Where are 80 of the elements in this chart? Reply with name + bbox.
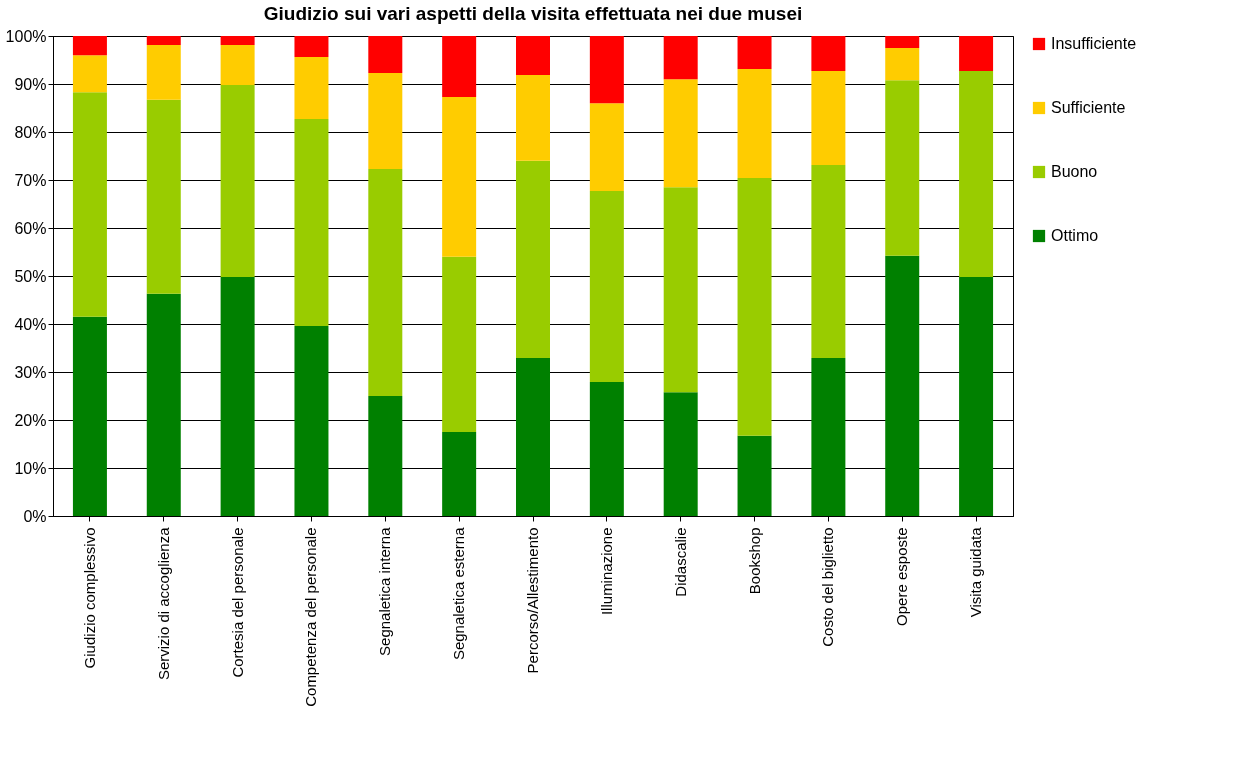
bar <box>72 316 107 516</box>
bar <box>959 276 994 516</box>
bar <box>589 36 624 104</box>
y-tick-label: 40% <box>14 315 47 333</box>
bar <box>146 99 181 294</box>
bar <box>737 435 772 516</box>
x-tick-label: Segnaletica interna <box>376 526 394 656</box>
bar <box>663 36 698 80</box>
bar <box>885 48 920 81</box>
bar <box>442 432 477 516</box>
bar <box>146 293 181 516</box>
y-tick-label: 10% <box>14 459 47 477</box>
bar <box>737 36 772 70</box>
bar <box>368 36 403 73</box>
bar <box>589 191 624 383</box>
y-tick-label: 80% <box>14 123 47 141</box>
bar <box>72 36 107 56</box>
x-tick-label: Bookshop <box>745 527 763 595</box>
bar <box>516 160 550 359</box>
x-tick-label: Visita guidata <box>967 526 985 618</box>
bar <box>663 79 698 188</box>
bar <box>146 36 181 46</box>
bar <box>885 36 920 48</box>
y-tick-label: 20% <box>14 411 47 429</box>
x-tick-label: Illuminazione <box>597 527 615 616</box>
bar <box>220 276 255 516</box>
bar <box>368 168 403 396</box>
bar <box>885 80 920 256</box>
bar <box>294 119 329 326</box>
y-tick-label: 100% <box>5 27 47 45</box>
x-tick-label: Segnaletica esterna <box>450 526 468 661</box>
bar <box>663 187 698 393</box>
bar <box>959 71 994 277</box>
bar <box>220 84 255 277</box>
bar <box>368 72 403 169</box>
x-tick-label: Giudizio complessivo <box>80 527 98 669</box>
y-tick-label: 60% <box>14 219 47 237</box>
bar <box>589 382 624 516</box>
bar <box>72 92 107 317</box>
bar <box>294 57 329 120</box>
bar <box>811 36 846 72</box>
bar <box>294 36 329 58</box>
bar <box>737 69 772 179</box>
bar <box>663 392 698 516</box>
bar <box>442 96 477 257</box>
y-tick-label: 70% <box>14 171 47 189</box>
chart-title: Giudizio sui vari aspetti della visita effettuata nei due musei <box>263 3 803 24</box>
bar <box>72 55 107 93</box>
x-tick-label: Opere esposte <box>893 527 911 626</box>
bar <box>220 45 255 85</box>
legend-label: Sufficiente <box>1051 99 1126 116</box>
bar <box>811 71 846 166</box>
legend-label: Ottimo <box>1051 227 1099 244</box>
bar <box>885 255 920 516</box>
bar <box>516 358 550 516</box>
bar <box>516 36 550 75</box>
x-tick-label: Didascalie <box>671 527 689 597</box>
y-tick-label: 30% <box>14 363 47 381</box>
x-tick-label: Costo del biglietto <box>819 527 837 647</box>
bar <box>959 36 994 72</box>
bar <box>442 36 477 97</box>
y-tick-label: 0% <box>23 507 47 525</box>
bar <box>368 396 403 516</box>
bar <box>146 45 181 100</box>
bar <box>294 325 329 516</box>
bar <box>220 36 255 46</box>
bar <box>589 103 624 192</box>
bar <box>516 74 550 161</box>
bar <box>442 256 477 432</box>
legend-label: Insufficiente <box>1051 35 1137 52</box>
x-tick-label: Percorso/Allestimento <box>524 527 541 674</box>
y-tick-label: 50% <box>14 267 47 285</box>
legend-label: Buono <box>1051 163 1098 180</box>
bar <box>737 178 772 436</box>
x-tick-label: Servizio di accoglienza <box>154 526 172 681</box>
bar <box>811 165 846 359</box>
bar <box>811 358 846 516</box>
x-tick-label: Cortesia del personale <box>228 527 246 678</box>
x-tick-label: Competenza del personale <box>302 527 320 707</box>
y-tick-label: 90% <box>14 75 47 93</box>
